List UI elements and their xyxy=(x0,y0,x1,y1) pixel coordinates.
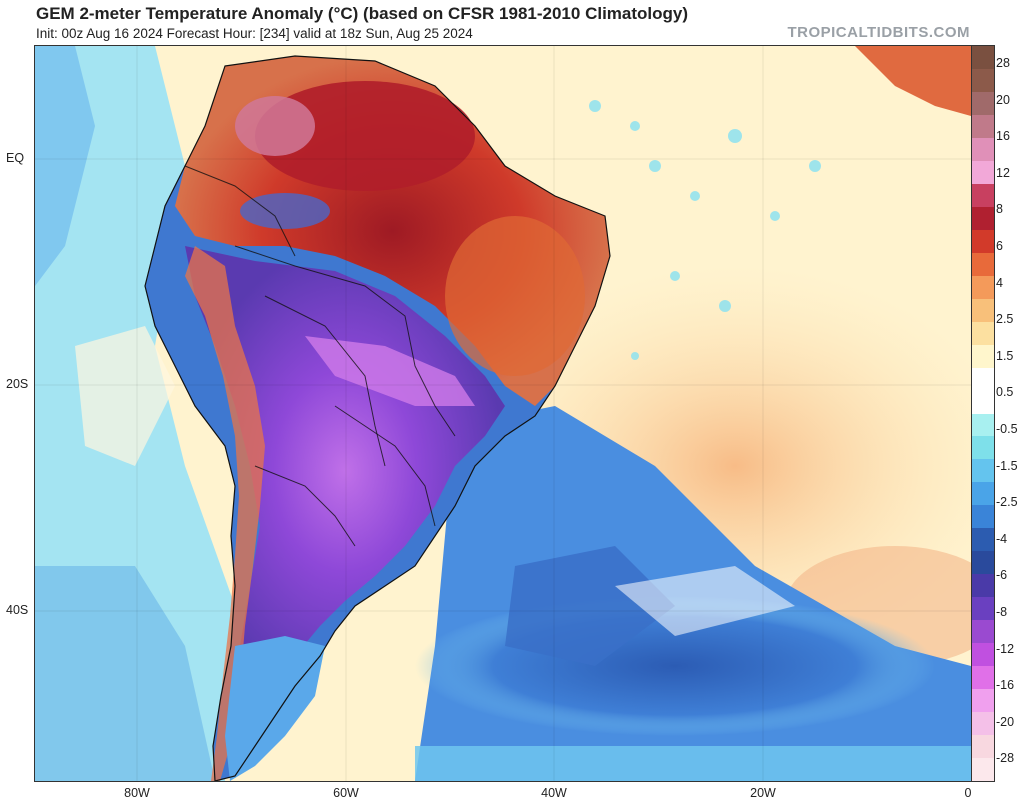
colorbar-swatch xyxy=(972,229,994,253)
colorbar-tick-label: 8 xyxy=(996,202,1003,217)
extreme-warm-patch xyxy=(235,96,315,156)
lat-label-eq: EQ xyxy=(6,151,25,165)
colorbar-tick-label: -1.5 xyxy=(996,458,1018,473)
colorbar-swatch xyxy=(972,482,994,506)
amazon-hot-core xyxy=(255,81,475,191)
colorbar-swatch xyxy=(972,620,994,644)
tropical-atlantic-specks xyxy=(589,100,821,360)
andean-cool-strip xyxy=(240,193,330,229)
colorbar-labels: 28 20 16 12 8 6 4 2.5 1.5 0.5 -0.5 -1.5 -2.5 -4 -6 -8 -1… xyxy=(995,45,1024,780)
colorbar-tick-label: 28 xyxy=(996,56,1010,70)
map-canvas xyxy=(35,46,971,781)
colorbar-tick-label: 12 xyxy=(996,165,1010,180)
northeast-brazil-warm xyxy=(445,216,585,376)
colorbar-swatch xyxy=(972,183,994,207)
colorbar-swatch xyxy=(972,551,994,575)
colorbar-tick-label: -28 xyxy=(996,751,1015,766)
colorbar-tick-label: -2.5 xyxy=(996,495,1018,510)
colorbar-swatch xyxy=(972,114,994,138)
colorbar-swatch xyxy=(972,413,994,437)
lat-label-40s: 40S xyxy=(6,603,29,617)
far-south-ocean xyxy=(415,746,971,781)
colorbar-swatch xyxy=(972,735,994,759)
colorbar-tick-label: 6 xyxy=(996,239,1003,253)
lon-label-0: 0 xyxy=(964,786,972,800)
colorbar-swatch xyxy=(972,712,994,736)
map-subtitle: Init: 00z Aug 16 2024 Forecast Hour: [23… xyxy=(36,26,473,41)
africa-coast-warm xyxy=(855,46,971,116)
colorbar xyxy=(971,45,995,782)
colorbar-swatch xyxy=(972,597,994,621)
colorbar-swatch xyxy=(972,574,994,598)
colorbar-swatch xyxy=(972,528,994,552)
colorbar-tick-label: 20 xyxy=(996,92,1010,107)
colorbar-swatch xyxy=(972,666,994,690)
colorbar-swatch xyxy=(972,505,994,529)
colorbar-swatch xyxy=(972,91,994,115)
colorbar-swatch xyxy=(972,390,994,414)
lon-label-20w: 20W xyxy=(750,786,776,800)
lon-label-80w: 80W xyxy=(124,786,150,800)
colorbar-swatch xyxy=(972,758,994,781)
colorbar-tick-label: -20 xyxy=(996,714,1015,729)
colorbar-swatch xyxy=(972,160,994,184)
colorbar-swatch xyxy=(972,206,994,230)
source-watermark: TROPICALTIDBITS.COM xyxy=(787,24,970,41)
colorbar-tick-label: -6 xyxy=(996,568,1008,583)
graticule xyxy=(35,46,971,781)
colorbar-tick-label: 2.5 xyxy=(996,312,1014,327)
cold-ocean-patch xyxy=(505,546,675,666)
colorbar-swatch xyxy=(972,344,994,368)
colorbar-swatch xyxy=(972,459,994,483)
colorbar-tick-label: 1.5 xyxy=(996,348,1014,363)
colorbar-swatch xyxy=(972,137,994,161)
pacific-cool-south xyxy=(35,566,215,781)
coastline xyxy=(144,55,611,781)
pacific-neutral-patch xyxy=(75,326,175,466)
colorbar-tick-label: -16 xyxy=(996,678,1015,693)
colorbar-tick-label: -4 xyxy=(996,531,1008,546)
colorbar-tick-label: 4 xyxy=(996,275,1003,290)
colorbar-swatch xyxy=(972,68,994,92)
colorbar-swatch xyxy=(972,321,994,345)
central-cold-anomaly xyxy=(185,246,505,696)
colorbar-swatch xyxy=(972,275,994,299)
colorbar-swatch xyxy=(972,643,994,667)
pacific-cool-north xyxy=(35,46,95,286)
lon-label-60w: 60W xyxy=(333,786,359,800)
neutral-ocean-streak xyxy=(615,566,795,636)
lat-label-20s: 20S xyxy=(6,377,29,391)
colorbar-tick-label: 0.5 xyxy=(996,385,1014,400)
colorbar-tick-label: -8 xyxy=(996,605,1008,619)
colorbar-swatch xyxy=(972,252,994,276)
colorbar-tick-label: -0.5 xyxy=(996,422,1018,436)
andes-terrain-strip xyxy=(185,246,265,781)
map-title: GEM 2-meter Temperature Anomaly (°C) (ba… xyxy=(36,4,689,23)
colorbar-tick-label: -12 xyxy=(996,641,1015,656)
country-borders xyxy=(184,165,456,547)
colorbar-swatch xyxy=(972,367,994,391)
colorbar-swatch xyxy=(972,46,994,69)
colorbar-swatch xyxy=(972,689,994,713)
colorbar-swatch xyxy=(972,436,994,460)
colorbar-tick-label: 16 xyxy=(996,129,1010,144)
anomaly-map xyxy=(34,45,972,782)
patagonia-anomaly xyxy=(225,636,325,781)
colorbar-swatch xyxy=(972,298,994,322)
lon-label-40w: 40W xyxy=(541,786,567,800)
